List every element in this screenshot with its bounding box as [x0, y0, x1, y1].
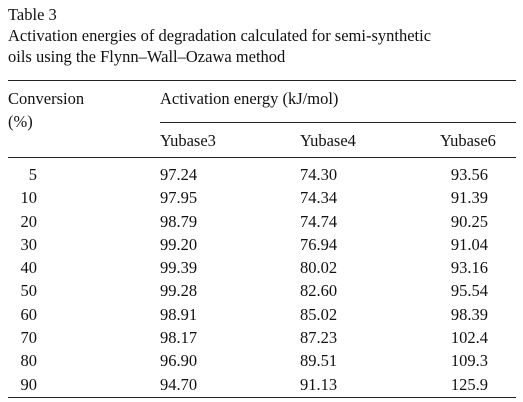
table-row: 50 99.28 82.60 95.54: [0, 279, 523, 302]
table-row: 5 97.24 74.30 93.56: [0, 163, 523, 186]
table-label: Table 3: [8, 5, 57, 24]
table-caption: Table 3 Activation energies of degradati…: [8, 4, 518, 67]
table-row: 40 99.39 80.02 93.16: [0, 256, 523, 279]
table-row: 20 98.79 74.74 90.25: [0, 210, 523, 233]
cell-yubase4: 87.23: [300, 328, 338, 348]
table-title-line-2: oils using the Flynn–Wall–Ozawa method: [8, 47, 286, 66]
table-row: 30 99.20 76.94 91.04: [0, 233, 523, 256]
header-conversion-unit: (%): [8, 112, 33, 131]
cell-conversion: 90: [20, 374, 38, 394]
table-row: 60 98.91 85.02 98.39: [0, 303, 523, 326]
cell-yubase6: 109.3: [450, 351, 488, 371]
cell-yubase6: 102.4: [450, 328, 488, 348]
cell-yubase3: 94.70: [160, 374, 198, 394]
cell-yubase3: 98.17: [160, 328, 198, 348]
cell-yubase4: 91.13: [300, 374, 338, 394]
cell-yubase4: 82.60: [300, 281, 338, 301]
cell-yubase6: 91.04: [450, 234, 488, 254]
cell-conversion: 50: [20, 281, 38, 301]
cell-yubase3: 96.90: [160, 351, 198, 371]
table-row: 90 94.70 91.13 125.9: [0, 373, 523, 396]
table-bottom-rule: [8, 397, 516, 398]
cell-yubase6: 98.39: [450, 304, 488, 324]
cell-yubase3: 99.28: [160, 281, 198, 301]
header-bottom-rule: [8, 157, 516, 158]
cell-conversion: 40: [20, 258, 38, 278]
cell-yubase3: 97.95: [160, 188, 198, 208]
cell-conversion: 20: [20, 211, 38, 231]
cell-yubase4: 85.02: [300, 304, 338, 324]
table-body: 5 97.24 74.30 93.56 10 97.95 74.34 91.39…: [0, 163, 523, 396]
cell-yubase4: 74.30: [300, 165, 338, 184]
cell-conversion: 30: [20, 234, 38, 254]
header-spanner-rule: [160, 122, 516, 123]
cell-conversion: 10: [20, 188, 38, 208]
cell-yubase3: 99.20: [160, 234, 198, 254]
cell-conversion: 5: [28, 165, 37, 184]
cell-yubase4: 74.74: [300, 211, 338, 231]
table-row: 10 97.95 74.34 91.39: [0, 186, 523, 209]
cell-yubase6: 125.9: [450, 374, 488, 394]
cell-yubase6: 91.39: [450, 188, 488, 208]
cell-conversion: 60: [20, 304, 38, 324]
cell-yubase3: 98.91: [160, 304, 198, 324]
table-row: 80 96.90 89.51 109.3: [0, 349, 523, 372]
header-yubase4: Yubase4: [300, 131, 356, 150]
header-yubase3: Yubase3: [160, 131, 216, 150]
table-row: 70 98.17 87.23 102.4: [0, 326, 523, 349]
table-top-rule: [8, 80, 516, 81]
header-yubase6: Yubase6: [440, 131, 496, 150]
table-title-line-1: Activation energies of degradation calcu…: [8, 26, 432, 45]
cell-yubase3: 98.79: [160, 211, 198, 231]
header-conversion: Conversion: [8, 89, 85, 108]
cell-yubase4: 89.51: [300, 351, 338, 371]
cell-yubase4: 80.02: [300, 258, 338, 278]
cell-yubase6: 93.56: [450, 165, 488, 184]
cell-yubase6: 95.54: [450, 281, 488, 301]
cell-yubase4: 76.94: [300, 234, 338, 254]
cell-yubase4: 74.34: [300, 188, 338, 208]
cell-conversion: 70: [20, 328, 38, 348]
cell-yubase6: 93.16: [450, 258, 488, 278]
cell-yubase6: 90.25: [450, 211, 488, 231]
header-activation-energy: Activation energy (kJ/mol): [160, 89, 339, 108]
cell-yubase3: 97.24: [160, 165, 198, 184]
cell-yubase3: 99.39: [160, 258, 198, 278]
cell-conversion: 80: [20, 351, 38, 371]
